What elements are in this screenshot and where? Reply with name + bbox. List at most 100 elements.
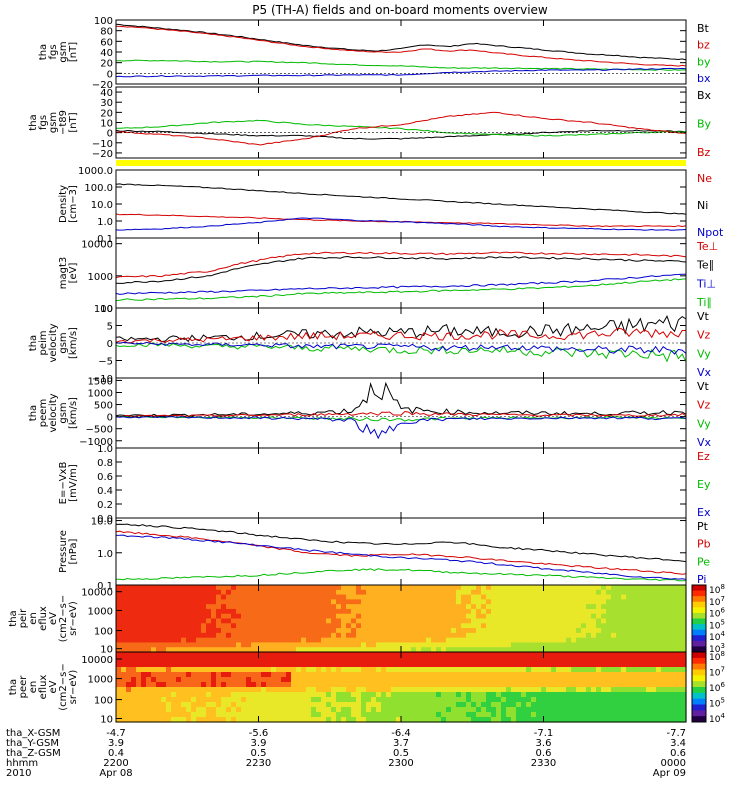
spectrogram-cell [606,608,612,615]
spectrogram-cell [156,594,162,600]
spectrogram-cell [466,637,472,644]
spectrogram-cell [471,677,477,683]
spectrogram-cell [561,657,567,663]
spectrogram-cell [576,662,582,668]
spectrogram-cell [451,623,457,629]
spectrogram-cell [556,662,562,668]
spectrogram-cell [471,589,477,596]
spectrogram-cell [306,599,312,605]
spectrogram-cell [201,637,207,644]
spectrogram-cell [136,652,142,658]
spectrogram-cell [236,687,242,693]
spectrogram-cell [546,604,552,610]
spectrogram-cell [201,599,207,605]
spectrogram-cell [366,599,372,605]
spectrogram-cell [631,692,637,698]
spectrogram-cell [201,642,207,648]
spectrogram-cell [581,632,587,639]
spectrogram-cell [166,682,172,688]
spectrogram-cell [546,647,552,653]
spectrogram-cell [681,599,687,605]
spectrogram-cell [451,608,457,615]
spectrogram-cell [391,594,397,600]
spectrogram-cell [611,687,617,693]
spectrogram-cell [601,604,607,610]
spectrogram-cell [141,608,147,615]
spectrogram-cell [616,652,622,658]
spectrogram-cell [276,692,282,698]
spectrogram-cell [271,623,277,629]
spectrogram-cell [241,662,247,668]
spectrogram-cell [516,652,522,658]
spectrogram-cell [591,672,597,678]
spectrogram-cell [306,604,312,610]
spectrogram-cell [451,662,457,668]
spectrogram-cell [281,637,287,644]
spectrogram-cell [491,667,497,673]
spectrogram-cell [271,677,277,683]
spectrogram-cell [286,717,292,723]
spectrogram-cell [286,637,292,644]
spectrogram-cell [256,589,262,596]
spectrogram-cell [341,657,347,663]
spectrogram-cell [361,707,367,713]
spectrogram-cell [381,682,387,688]
spectrogram-cell [541,672,547,678]
spectrogram-cell [181,628,187,634]
spectrogram-cell [231,647,237,653]
spectrogram-cell [276,707,282,713]
spectrogram-cell [286,712,292,718]
spectrogram-cell [381,697,387,703]
spectrogram-cell [636,702,642,708]
spectrogram-cell [596,672,602,678]
spectrogram-cell [191,628,197,634]
y-tick-label: 100 [94,304,113,315]
spectrogram-cell [641,707,647,713]
spectrogram-cell [161,677,167,683]
spectrogram-cell [651,599,657,605]
spectrogram-cell [246,667,252,673]
spectrogram-cell [516,692,522,698]
spectrogram-cell [576,608,582,615]
spectrogram-cell [131,608,137,615]
spectrogram-cell [481,662,487,668]
spectrogram-cell [251,604,257,610]
spectrogram-cell [491,652,497,658]
series-line-Bx [115,129,687,140]
spectrogram-cell [556,717,562,723]
spectrogram-cell [506,613,512,620]
spectrogram-cell [391,589,397,596]
spectrogram-cell [206,702,212,708]
spectrogram-cell [356,662,362,668]
spectrogram-cell [391,692,397,698]
spectrogram-cell [611,657,617,663]
spectrogram-cell [151,672,157,678]
spectrogram-cell [196,672,202,678]
spectrogram-cell [116,712,122,718]
spectrogram-cell [191,618,197,624]
spectrogram-cell [121,628,127,634]
spectrogram-cell [256,632,262,639]
spectrogram-cell [286,589,292,596]
spectrogram-cell [611,628,617,634]
spectrogram-cell [151,585,157,591]
spectrogram-cell [371,589,377,596]
spectrogram-cell [331,642,337,648]
spectrogram-cell [161,657,167,663]
spectrogram-cell [326,702,332,708]
spectrogram-cell [266,613,272,620]
spectrogram-cell [141,589,147,596]
spectrogram-cell [421,652,427,658]
spectrogram-cell [256,604,262,610]
spectrogram-cell [201,702,207,708]
spectrogram-cell [196,692,202,698]
spectrogram-cell [376,717,382,723]
spectrogram-cell [446,662,452,668]
spectrogram-cell [196,677,202,683]
spectrogram-cell [151,687,157,693]
spectrogram-cell [411,682,417,688]
series-line-Vt [115,314,687,343]
spectrogram-cell [681,594,687,600]
spectrogram-cell [501,628,507,634]
